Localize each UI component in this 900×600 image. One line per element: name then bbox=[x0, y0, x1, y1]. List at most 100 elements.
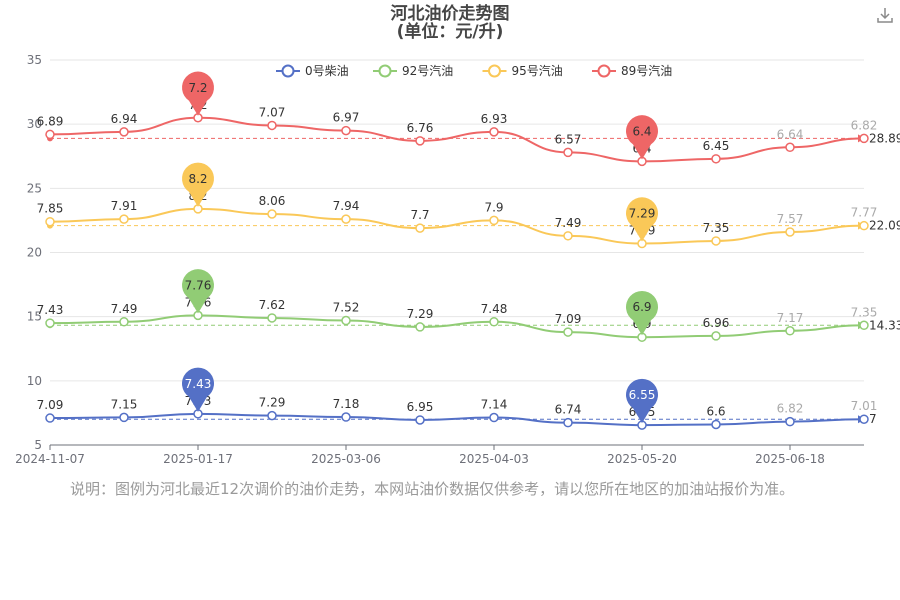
svg-text:6.4: 6.4 bbox=[632, 124, 651, 138]
data-label: 7.77 bbox=[851, 206, 878, 220]
data-point bbox=[45, 129, 55, 140]
svg-text:6.55: 6.55 bbox=[629, 388, 656, 402]
legend-marker bbox=[488, 64, 501, 78]
min-value-pin: 7.29 bbox=[625, 197, 658, 242]
data-label: 7.43 bbox=[37, 303, 64, 317]
data-label: 7.48 bbox=[481, 302, 508, 316]
data-label: 6.45 bbox=[703, 139, 730, 153]
data-label: 7.09 bbox=[37, 398, 64, 412]
min-value-pin: 6.9 bbox=[625, 290, 658, 336]
data-point bbox=[859, 220, 869, 231]
data-point bbox=[267, 313, 277, 323]
data-label: 7.94 bbox=[333, 199, 360, 213]
data-point bbox=[563, 147, 573, 158]
max-value-pin: 7.76 bbox=[182, 269, 214, 314]
data-label: 6.89 bbox=[37, 114, 64, 128]
data-label: 7.62 bbox=[259, 298, 286, 312]
y-tick-label: 5 bbox=[34, 438, 42, 452]
data-point bbox=[859, 320, 869, 331]
data-point bbox=[859, 414, 869, 424]
legend-label: 89号汽油 bbox=[621, 63, 672, 78]
data-point bbox=[859, 133, 869, 144]
data-label: 7.9 bbox=[484, 200, 503, 214]
data-label: 6.64 bbox=[777, 127, 804, 141]
data-point bbox=[341, 214, 351, 224]
data-point bbox=[119, 317, 129, 327]
data-point bbox=[489, 215, 499, 226]
data-point bbox=[563, 231, 573, 241]
data-point bbox=[45, 318, 55, 328]
data-point bbox=[785, 326, 795, 336]
data-point bbox=[119, 127, 129, 137]
chart-title: 河北油价走势图 bbox=[390, 4, 510, 24]
data-point bbox=[563, 327, 573, 337]
legend-label: 0号柴油 bbox=[305, 64, 349, 78]
chart-note: 说明：图例为河北最近12次调价的油价走势，本网站油价数据仅供参考，请以您所在地区… bbox=[70, 480, 795, 498]
data-label: 7.15 bbox=[111, 397, 138, 411]
data-label: 6.74 bbox=[555, 403, 582, 417]
average-line-label: 28.89 bbox=[869, 131, 900, 145]
data-label: 6.57 bbox=[555, 132, 582, 146]
max-value-pin: 7.43 bbox=[182, 367, 214, 412]
data-point bbox=[711, 331, 721, 341]
data-point bbox=[45, 413, 55, 423]
data-point bbox=[415, 223, 425, 233]
data-point bbox=[341, 412, 351, 422]
x-tick-label: 2025-01-17 bbox=[163, 452, 233, 466]
data-label: 7.17 bbox=[777, 311, 804, 325]
svg-text:8.2: 8.2 bbox=[188, 172, 207, 186]
data-point bbox=[415, 415, 425, 425]
x-tick-label: 2025-06-18 bbox=[755, 452, 825, 466]
data-point bbox=[711, 419, 721, 430]
data-point bbox=[415, 136, 425, 146]
data-point bbox=[489, 127, 499, 137]
data-point bbox=[785, 142, 795, 153]
svg-text:7.43: 7.43 bbox=[185, 377, 212, 391]
legend-marker bbox=[281, 64, 295, 78]
data-point bbox=[415, 322, 425, 332]
data-label: 6.94 bbox=[111, 112, 138, 126]
data-point bbox=[341, 125, 351, 136]
x-tick-label: 2025-03-06 bbox=[311, 452, 381, 466]
data-label: 6.97 bbox=[333, 111, 360, 125]
data-point bbox=[267, 120, 277, 131]
data-label: 7.09 bbox=[555, 312, 582, 326]
legend-label: 92号汽油 bbox=[402, 63, 453, 78]
data-label: 6.95 bbox=[407, 400, 434, 414]
data-label: 6.96 bbox=[703, 316, 730, 330]
data-label: 6.76 bbox=[407, 121, 434, 135]
chart-subtitle: (单位：元/升) bbox=[396, 22, 504, 42]
data-point bbox=[267, 410, 277, 421]
legend-marker bbox=[378, 64, 392, 78]
x-tick-label: 2025-04-03 bbox=[459, 452, 529, 466]
average-line-label: 22.09 bbox=[869, 219, 900, 233]
min-value-pin: 6.4 bbox=[625, 115, 658, 160]
svg-text:7.2: 7.2 bbox=[188, 81, 207, 95]
data-label: 8.06 bbox=[259, 194, 286, 208]
download-icon[interactable] bbox=[876, 6, 894, 24]
series-line bbox=[49, 207, 865, 245]
average-line-label: 14.33 bbox=[869, 318, 900, 332]
data-label: 7.14 bbox=[481, 398, 508, 412]
data-point bbox=[489, 412, 499, 423]
x-tick-label: 2025-05-20 bbox=[607, 452, 677, 466]
data-point bbox=[267, 209, 277, 219]
data-point bbox=[45, 216, 55, 227]
data-label: 7.29 bbox=[259, 396, 286, 410]
data-label: 7.35 bbox=[703, 221, 730, 235]
legend-marker bbox=[597, 64, 611, 78]
y-tick-label: 10 bbox=[27, 374, 42, 388]
data-label: 7.7 bbox=[410, 208, 429, 222]
data-point bbox=[563, 417, 573, 428]
y-tick-label: 25 bbox=[27, 181, 42, 195]
y-tick-label: 35 bbox=[27, 53, 42, 67]
data-point bbox=[341, 315, 351, 326]
x-tick-label: 2024-11-07 bbox=[15, 452, 85, 466]
data-label: 7.35 bbox=[851, 305, 878, 319]
legend-label: 95号汽油 bbox=[512, 63, 563, 78]
average-line-label: 7 bbox=[869, 412, 877, 426]
data-label: 7.49 bbox=[111, 302, 138, 316]
max-value-pin: 7.2 bbox=[182, 71, 214, 116]
series-line bbox=[49, 116, 865, 163]
